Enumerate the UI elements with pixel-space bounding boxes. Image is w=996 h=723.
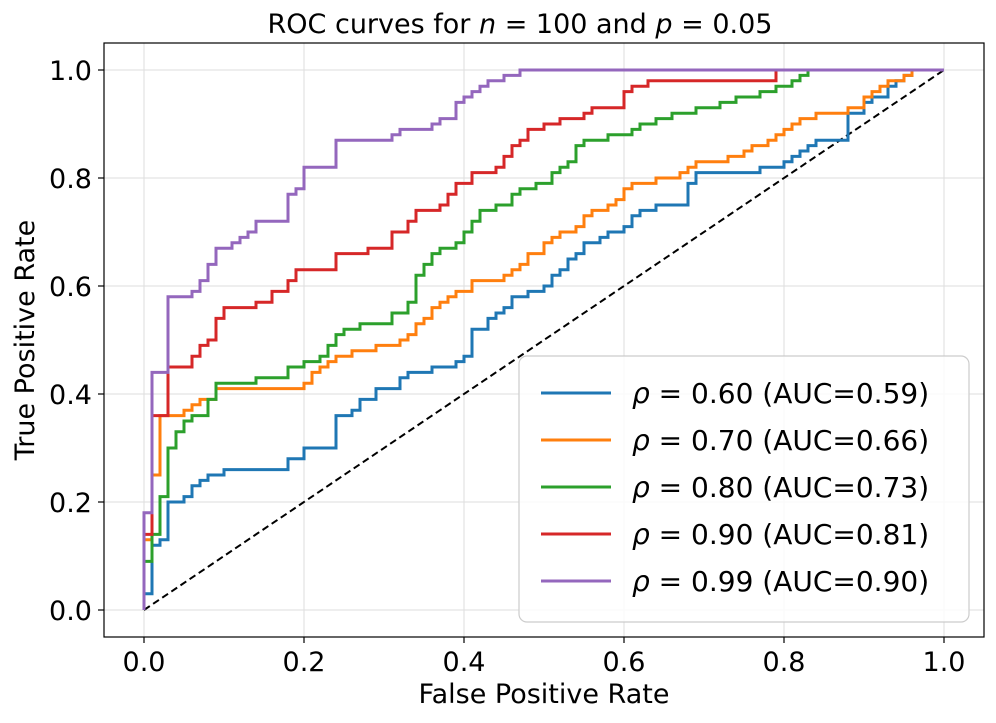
x-tick-label: 0.0 [123,647,166,678]
legend-items: ρ = 0.60 (AUC=0.59) ρ = 0.70 (AUC=0.66) ρ … [541,377,929,598]
roc-series-line-3 [142,68,944,610]
y-tick-label: 0.4 [49,380,92,411]
plot-frame [103,42,985,638]
roc-series-line-5 [142,68,944,610]
legend-entry-label: ρ = 0.99 (AUC=0.90) [632,565,929,598]
x-ticks: 0.0 0.2 0.4 0.6 0.8 1.0 [123,637,966,678]
y-tick-label: 0.0 [49,596,92,627]
x-tick-label: 1.0 [923,647,966,678]
legend: ρ = 0.60 (AUC=0.59) ρ = 0.70 (AUC=0.66) ρ … [518,355,970,623]
y-tick-label: 1.0 [49,56,92,87]
legend-entry-label: ρ = 0.80 (AUC=0.73) [632,471,929,504]
legend-entry-label: ρ = 0.60 (AUC=0.59) [632,377,929,410]
chance-line [143,69,945,611]
y-ticks: 0.0 0.2 0.4 0.6 0.8 1.0 [49,56,104,627]
legend-entry-label: ρ = 0.70 (AUC=0.66) [632,424,929,457]
x-tick-label: 0.8 [763,647,806,678]
chart-title: ROC curves for n = 100 and p = 0.05 [268,9,773,40]
legend-box [518,355,970,623]
x-tick-label: 0.6 [603,647,646,678]
y-tick-label: 0.6 [49,272,92,303]
y-tick-label: 0.8 [49,164,92,195]
roc-series-line-1 [142,68,944,610]
x-tick-label: 0.4 [443,647,486,678]
x-tick-label: 0.2 [283,647,326,678]
roc-series-line-2 [142,68,944,610]
legend-entry-label: ρ = 0.90 (AUC=0.81) [632,518,929,551]
roc-series-line-4 [142,68,944,610]
series-group [142,68,944,610]
y-tick-label: 0.2 [49,488,92,519]
x-axis-label: False Positive Rate [419,679,670,710]
chance-line-group [143,69,945,611]
y-axis-label: True Positive Rate [10,220,41,462]
